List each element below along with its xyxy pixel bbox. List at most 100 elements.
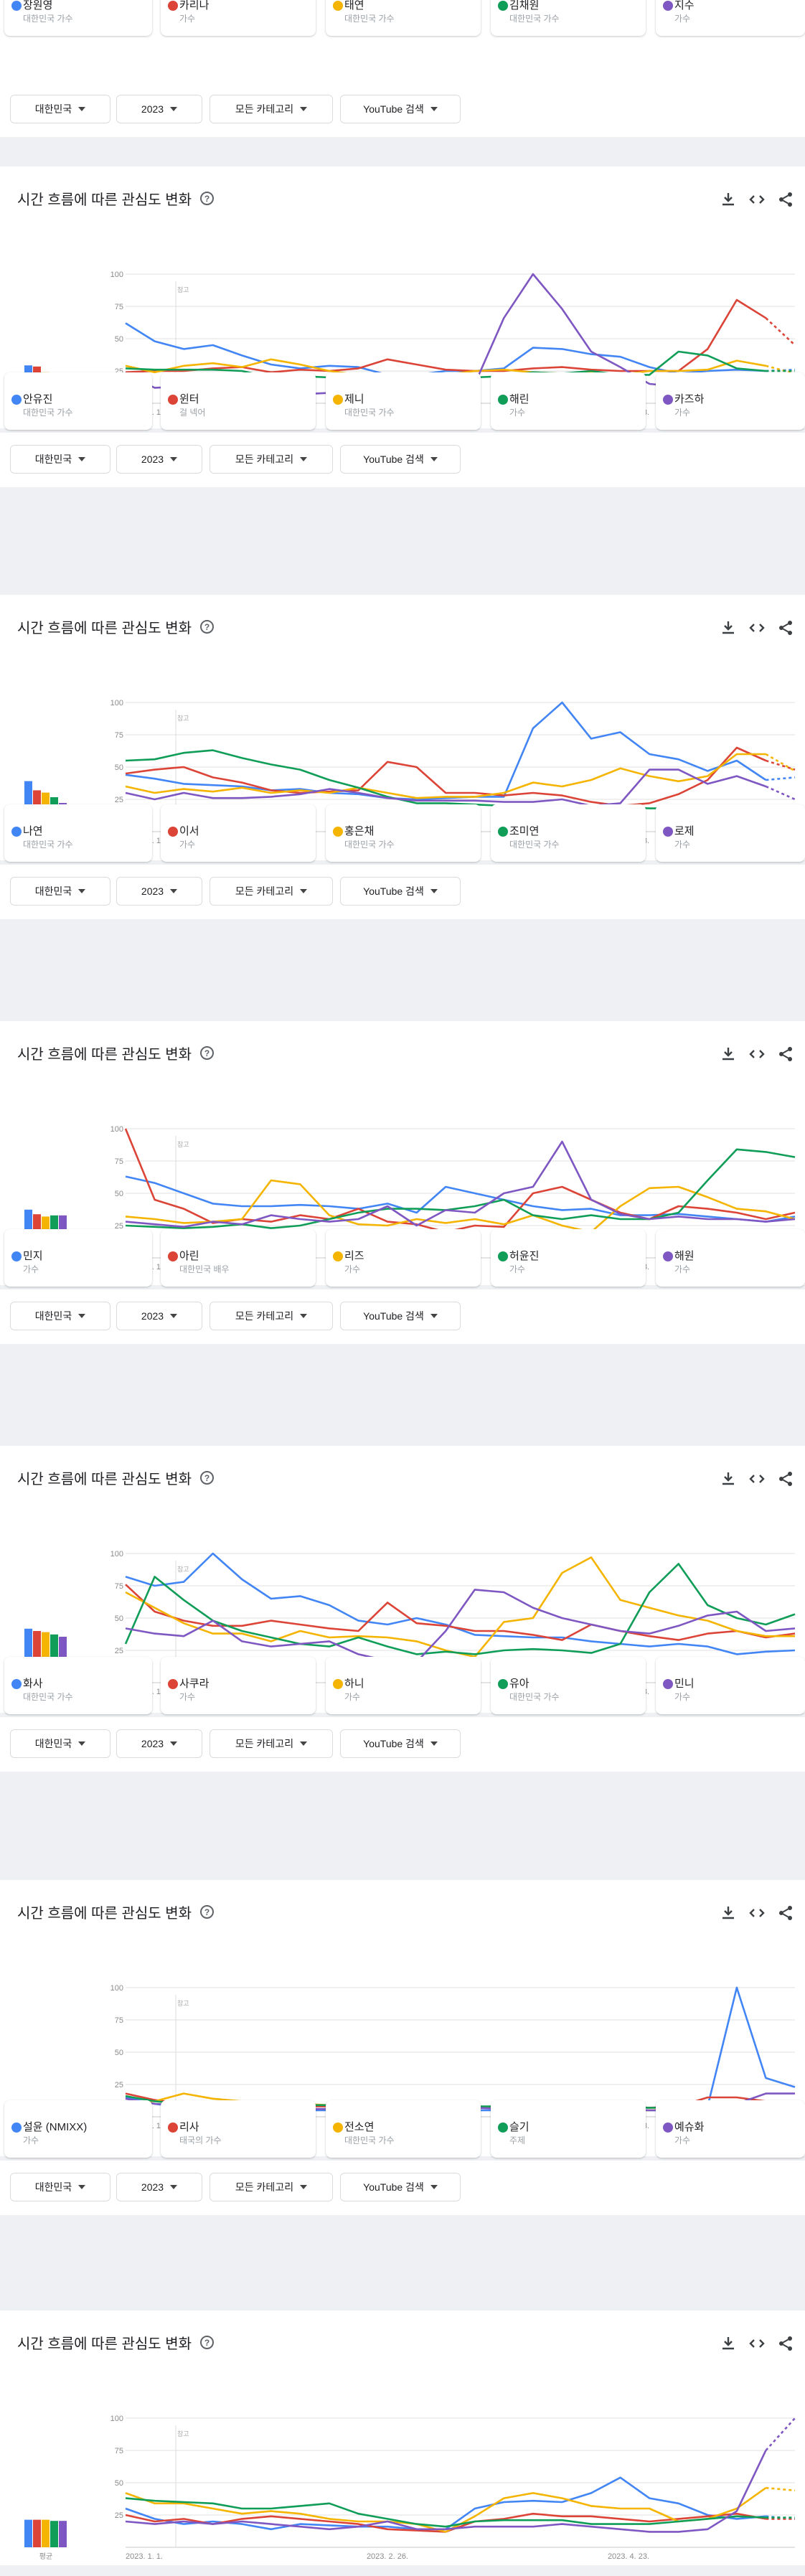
- note-marker-label: 참고: [177, 715, 189, 722]
- category-filter[interactable]: 모든 카테고리: [210, 2173, 333, 2201]
- category-filter-label: 모든 카테고리: [235, 1310, 294, 1322]
- panel-title: 시간 흐름에 따른 관심도 변화?: [17, 616, 215, 637]
- compare-term-card[interactable]: 안유진 대한민국 가수: [4, 372, 152, 430]
- series-color-dot: [498, 2123, 508, 2133]
- compare-term-card[interactable]: 유아 대한민국 가수: [491, 1657, 646, 1714]
- chevron-down-icon: [430, 889, 438, 893]
- term-name: 리사: [179, 2121, 199, 2133]
- share-icon[interactable]: [776, 1470, 795, 1488]
- compare-term-card[interactable]: 리사 태국의 가수: [161, 2100, 316, 2158]
- compare-term-card[interactable]: 설윤 (NMIXX) 가수: [4, 2100, 152, 2158]
- compare-term-card[interactable]: 이서 가수: [161, 804, 316, 862]
- year-filter[interactable]: 2023: [116, 2173, 202, 2201]
- download-icon[interactable]: [719, 1045, 738, 1063]
- category-filter[interactable]: 모든 카테고리: [210, 877, 333, 906]
- search-type-filter[interactable]: YouTube 검색: [340, 95, 461, 123]
- compare-term-card[interactable]: 카즈하 가수: [656, 372, 805, 430]
- question-mark-icon[interactable]: ?: [200, 1905, 215, 1919]
- compare-term-card[interactable]: 장원영 대한민국 가수: [4, 0, 152, 36]
- download-icon[interactable]: [719, 1904, 738, 1922]
- term-type: 가수: [179, 840, 196, 850]
- series-line: [125, 1552, 796, 1655]
- share-icon[interactable]: [776, 1904, 795, 1922]
- question-mark-icon[interactable]: ?: [200, 1471, 215, 1485]
- y-tick-label: 100: [110, 271, 123, 279]
- term-type: 가수: [509, 408, 526, 418]
- question-mark-icon[interactable]: ?: [200, 2336, 215, 2349]
- compare-term-card[interactable]: 화사 대한민국 가수: [4, 1657, 152, 1714]
- compare-term-card[interactable]: 해원 가수: [656, 1229, 805, 1287]
- category-filter[interactable]: 모든 카테고리: [210, 445, 333, 474]
- compare-term-card[interactable]: 해린 가수: [491, 372, 646, 430]
- compare-term-card[interactable]: 지수 가수: [656, 0, 805, 36]
- embed-code-icon[interactable]: [748, 1470, 766, 1488]
- compare-term-card[interactable]: 사쿠라 가수: [161, 1657, 316, 1714]
- region-filter[interactable]: 대한민국: [10, 2173, 110, 2201]
- embed-code-icon[interactable]: [748, 619, 766, 637]
- share-icon[interactable]: [776, 1045, 795, 1063]
- compare-term-card[interactable]: 민지 가수: [4, 1229, 152, 1287]
- filter-bar: 대한민국 2023 모든 카테고리 YouTube 검색: [0, 433, 805, 487]
- year-filter[interactable]: 2023: [116, 1729, 202, 1758]
- category-filter-label: 모든 카테고리: [235, 885, 294, 897]
- average-bar: [42, 2519, 50, 2547]
- compare-term-card[interactable]: 슬기 주제: [491, 2100, 646, 2158]
- embed-code-icon[interactable]: [748, 2334, 766, 2353]
- search-type-filter[interactable]: YouTube 검색: [340, 1729, 461, 1758]
- term-type: 대한민국 가수: [509, 1692, 560, 1702]
- region-filter[interactable]: 대한민국: [10, 1302, 110, 1330]
- series-color-dot: [11, 1251, 22, 1261]
- compare-term-card[interactable]: 나연 대한민국 가수: [4, 804, 152, 862]
- series-color-dot: [498, 1679, 508, 1689]
- embed-code-icon[interactable]: [748, 1045, 766, 1063]
- series-line: [125, 2487, 767, 2533]
- chevron-down-icon: [430, 2185, 438, 2189]
- compare-term-card[interactable]: 카리나 가수: [161, 0, 316, 36]
- search-type-filter[interactable]: YouTube 검색: [340, 2173, 461, 2201]
- region-filter[interactable]: 대한민국: [10, 95, 110, 123]
- compare-term-card[interactable]: 김채원 대한민국 가수: [491, 0, 646, 36]
- share-icon[interactable]: [776, 2334, 795, 2353]
- compare-term-card[interactable]: 예슈화 가수: [656, 2100, 805, 2158]
- compare-term-card[interactable]: 로제 가수: [656, 804, 805, 862]
- question-mark-icon[interactable]: ?: [200, 192, 215, 205]
- compare-term-card[interactable]: 민니 가수: [656, 1657, 805, 1714]
- compare-term-card[interactable]: 전소연 대한민국 가수: [326, 2100, 481, 2158]
- download-icon[interactable]: [719, 190, 738, 209]
- share-icon[interactable]: [776, 190, 795, 209]
- year-filter[interactable]: 2023: [116, 95, 202, 123]
- compare-term-card[interactable]: 조미연 대한민국 가수: [491, 804, 646, 862]
- share-icon[interactable]: [776, 619, 795, 637]
- series-color-dot: [333, 1251, 343, 1261]
- y-tick-label: 75: [115, 2447, 123, 2455]
- compare-term-card[interactable]: 아린 대한민국 배우: [161, 1229, 316, 1287]
- category-filter[interactable]: 모든 카테고리: [210, 1729, 333, 1758]
- compare-term-card[interactable]: 태연 대한민국 가수: [326, 0, 481, 36]
- question-mark-icon[interactable]: ?: [200, 1046, 215, 1060]
- search-type-filter[interactable]: YouTube 검색: [340, 445, 461, 474]
- download-icon[interactable]: [719, 619, 738, 637]
- chevron-down-icon: [300, 457, 308, 461]
- compare-term-card[interactable]: 하니 가수: [326, 1657, 481, 1714]
- category-filter[interactable]: 모든 카테고리: [210, 1302, 333, 1330]
- download-icon[interactable]: [719, 2334, 738, 2353]
- category-filter[interactable]: 모든 카테고리: [210, 95, 333, 123]
- embed-code-icon[interactable]: [748, 190, 766, 209]
- question-mark-icon[interactable]: ?: [200, 620, 215, 634]
- compare-term-card[interactable]: 제니 대한민국 가수: [326, 372, 481, 430]
- compare-term-card[interactable]: 허윤진 가수: [491, 1229, 646, 1287]
- compare-term-card[interactable]: 홍은채 대한민국 가수: [326, 804, 481, 862]
- year-filter[interactable]: 2023: [116, 1302, 202, 1330]
- download-icon[interactable]: [719, 1470, 738, 1488]
- year-filter[interactable]: 2023: [116, 877, 202, 906]
- compare-term-card[interactable]: 윈터 걸 넥어: [161, 372, 316, 430]
- year-filter[interactable]: 2023: [116, 445, 202, 474]
- search-type-filter[interactable]: YouTube 검색: [340, 1302, 461, 1330]
- region-filter[interactable]: 대한민국: [10, 877, 110, 906]
- year-filter-label: 2023: [141, 885, 164, 897]
- search-type-filter[interactable]: YouTube 검색: [340, 877, 461, 906]
- region-filter[interactable]: 대한민국: [10, 1729, 110, 1758]
- region-filter[interactable]: 대한민국: [10, 445, 110, 474]
- compare-term-card[interactable]: 리즈 가수: [326, 1229, 481, 1287]
- embed-code-icon[interactable]: [748, 1904, 766, 1922]
